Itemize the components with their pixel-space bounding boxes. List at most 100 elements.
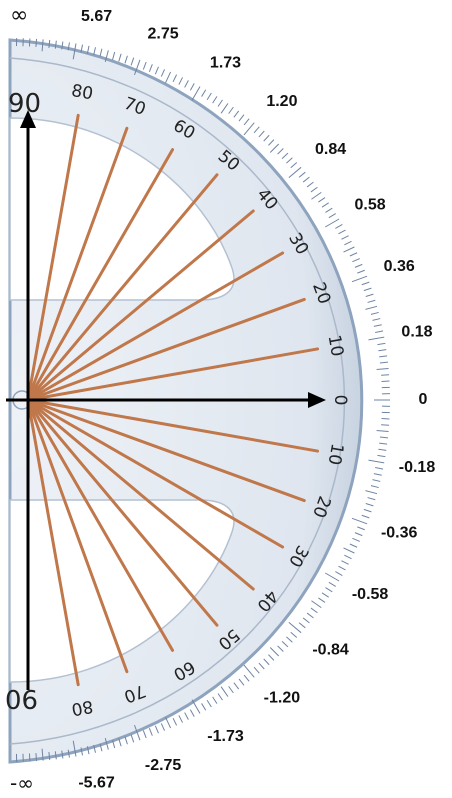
degree-label-upper: 80 bbox=[70, 81, 95, 104]
scale-tick bbox=[172, 74, 178, 83]
axis-label-90-top: 90 bbox=[8, 89, 41, 119]
scale-tick bbox=[365, 293, 374, 297]
scale-tick bbox=[281, 152, 289, 159]
scale-tick bbox=[233, 682, 240, 690]
scale-tick bbox=[321, 202, 329, 208]
vertical-axis-up-arrowhead bbox=[20, 110, 36, 128]
scale-tick bbox=[318, 597, 326, 603]
scale-tick bbox=[370, 311, 379, 315]
lower-cutout bbox=[9, 499, 235, 683]
scale-tick bbox=[189, 709, 195, 717]
scale-tick bbox=[365, 305, 378, 310]
scale-tick bbox=[54, 751, 57, 760]
tangent-label-lower: -5.67 bbox=[78, 774, 115, 791]
scale-tick bbox=[268, 654, 275, 661]
scale-tick bbox=[253, 666, 260, 674]
angle-ray bbox=[26, 398, 80, 687]
angle-ray bbox=[26, 347, 320, 402]
scale-tick bbox=[379, 361, 388, 364]
scale-tick bbox=[191, 86, 201, 101]
scale-tick bbox=[160, 723, 166, 731]
scale-tick bbox=[379, 436, 388, 439]
scale-tick bbox=[378, 349, 387, 352]
scale-tick bbox=[357, 526, 365, 531]
scale-tick bbox=[41, 748, 44, 761]
scale-tick bbox=[148, 728, 153, 736]
scale-ticks bbox=[15, 38, 390, 762]
scale-tick bbox=[302, 176, 310, 183]
scale-tick bbox=[206, 92, 212, 101]
scale-tick bbox=[165, 71, 172, 84]
angle-ray bbox=[26, 251, 285, 402]
horizontal-axis-arrowhead bbox=[308, 392, 326, 408]
angle-ray bbox=[26, 113, 80, 402]
axis-label-90-bottom: 90 bbox=[5, 683, 38, 713]
scale-tick bbox=[269, 143, 280, 153]
scale-tick bbox=[54, 40, 57, 49]
scale-tick bbox=[378, 448, 387, 451]
tangent-label-lower: -0.36 bbox=[381, 524, 418, 541]
scale-tick bbox=[328, 213, 336, 219]
scale-tick bbox=[311, 600, 322, 609]
scale-tick bbox=[178, 77, 183, 85]
scale-tick bbox=[298, 622, 306, 629]
scale-tick bbox=[373, 324, 382, 327]
scale-tick bbox=[286, 157, 293, 164]
tangent-label-lower: -0.18 bbox=[399, 459, 436, 476]
scale-tick bbox=[35, 38, 38, 47]
scale-tick bbox=[361, 514, 370, 519]
scale-tick bbox=[377, 454, 386, 458]
scale-tick bbox=[184, 80, 189, 88]
scale-tick bbox=[228, 106, 234, 114]
scale-tick bbox=[338, 229, 346, 235]
degree-label-upper: 10 bbox=[324, 333, 347, 358]
scale-tick bbox=[318, 197, 326, 203]
scale-tick bbox=[376, 367, 389, 370]
scale-tick bbox=[373, 473, 382, 476]
infinity-top-label: ∞ bbox=[10, 3, 28, 28]
scale-tick bbox=[99, 48, 103, 57]
tangent-label-upper: 5.67 bbox=[81, 8, 112, 25]
scale-tick bbox=[41, 39, 44, 52]
tangent-label-lower: -1.73 bbox=[207, 728, 244, 745]
scale-tick bbox=[253, 126, 260, 134]
scale-tick bbox=[381, 374, 390, 376]
tangent-label-lower: -2.75 bbox=[145, 757, 182, 774]
scale-tick bbox=[148, 64, 153, 72]
tangent-label-zero: 0 bbox=[419, 391, 428, 408]
scale-tick bbox=[220, 686, 229, 697]
scale-tick bbox=[277, 148, 284, 155]
scale-tick bbox=[349, 543, 358, 548]
protractor-inner-rim bbox=[9, 57, 346, 745]
scale-tick bbox=[206, 699, 212, 708]
degree-label-zero: 0 bbox=[330, 395, 350, 406]
scale-tick bbox=[306, 612, 314, 619]
scale-tick bbox=[201, 89, 207, 97]
scale-tick bbox=[368, 459, 385, 464]
scale-tick bbox=[134, 59, 141, 76]
scale-tick bbox=[263, 134, 270, 142]
scale-tick bbox=[377, 342, 386, 346]
scale-tick bbox=[268, 139, 275, 146]
scale-tick bbox=[338, 565, 346, 571]
scale-tick bbox=[363, 508, 372, 513]
scale-tick bbox=[220, 103, 229, 114]
scale-tick bbox=[48, 752, 51, 761]
scale-tick bbox=[281, 641, 289, 648]
scale-tick bbox=[335, 224, 343, 229]
scale-tick bbox=[93, 47, 96, 56]
angle-ray bbox=[26, 398, 219, 627]
scale-tick bbox=[375, 467, 384, 470]
scale-tick bbox=[217, 693, 223, 701]
angle-ray bbox=[26, 398, 320, 453]
scale-tick bbox=[324, 218, 340, 228]
scale-tick bbox=[184, 712, 189, 720]
scale-tick bbox=[80, 747, 83, 756]
scale-tick bbox=[118, 53, 122, 62]
scale-tick bbox=[228, 686, 234, 694]
scale-tick bbox=[321, 592, 329, 598]
tangent-label-upper: 0.58 bbox=[355, 197, 386, 214]
tangent-label-upper: 0.36 bbox=[384, 258, 415, 275]
angle-ray bbox=[26, 398, 255, 591]
